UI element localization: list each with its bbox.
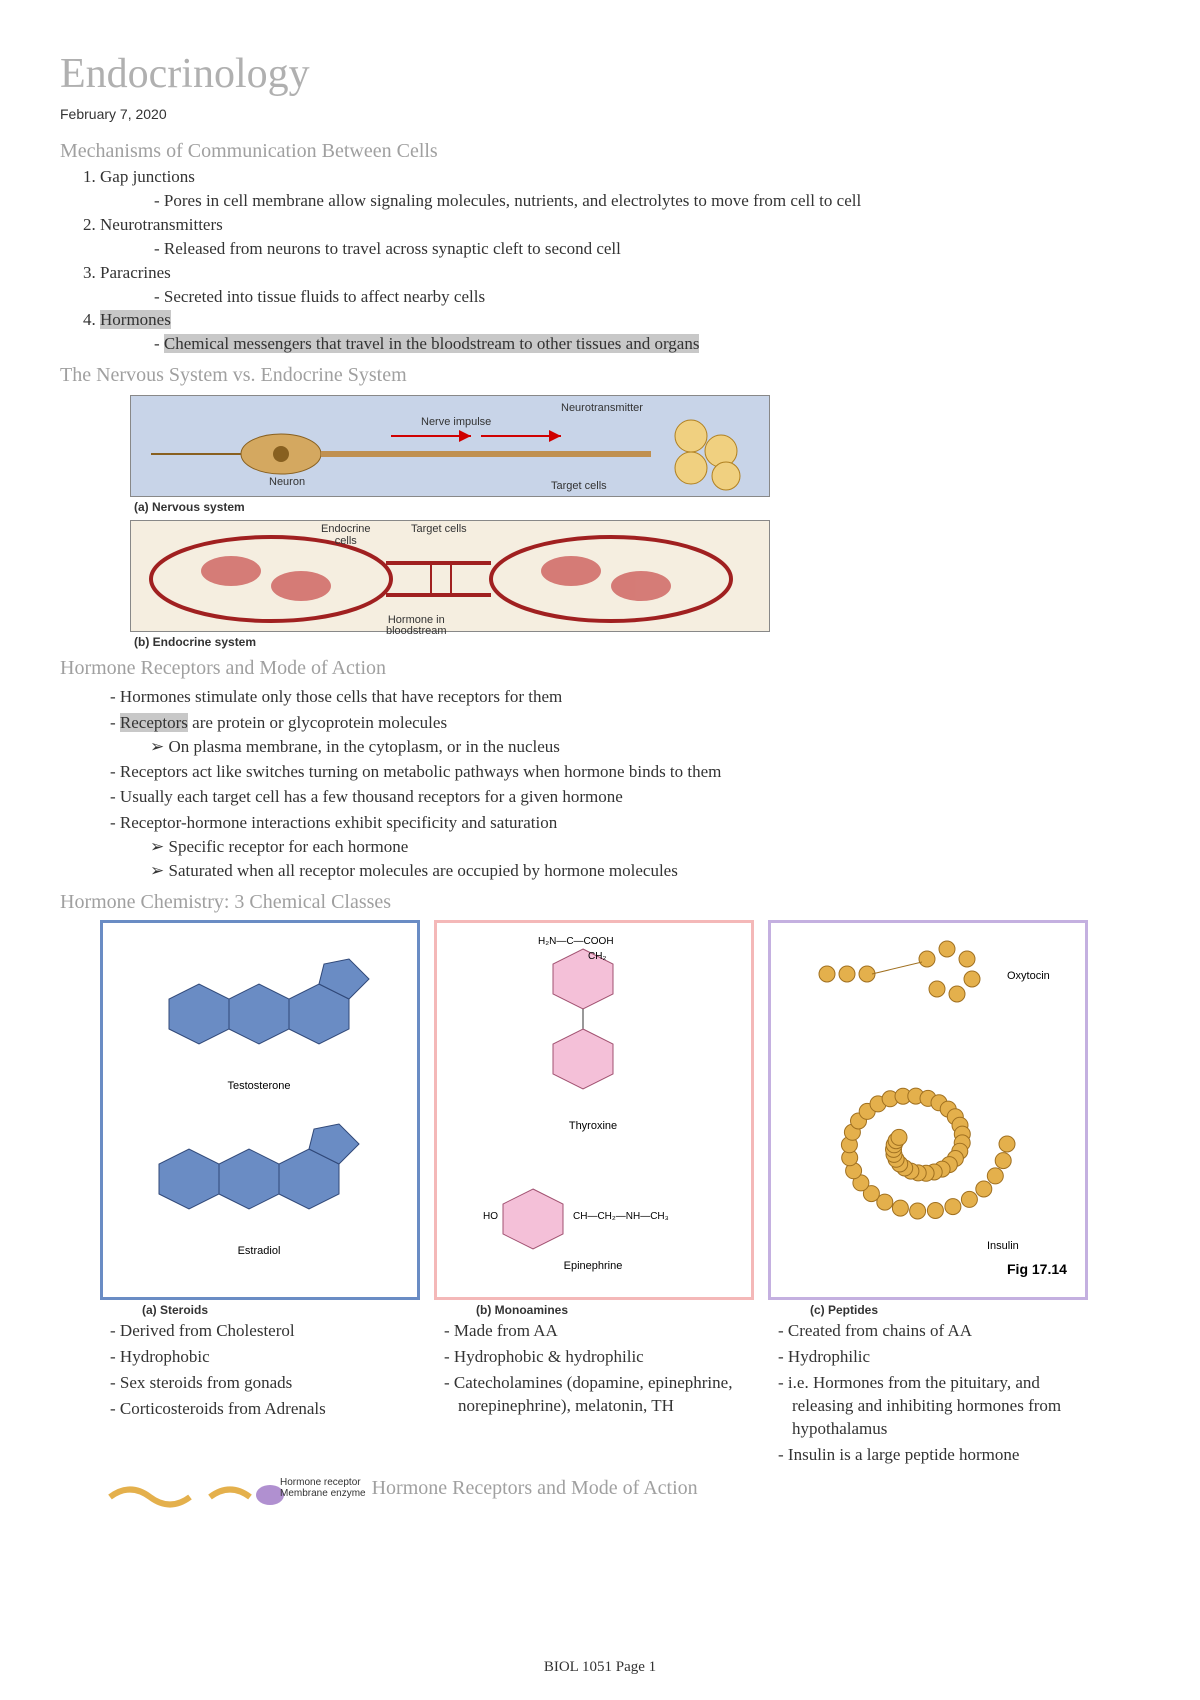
partial-section: Hormone receptor Membrane enzyme Hormone… [100, 1477, 1140, 1517]
svg-text:Thyroxine: Thyroxine [569, 1120, 617, 1132]
svg-text:CH—CH₂—NH—CH₃: CH—CH₂—NH—CH₃ [573, 1211, 669, 1222]
chem-bullet: i.e. Hormones from the pituitary, and re… [778, 1372, 1088, 1441]
peptides-panel: Oxytocin Insulin Fig 17.14 [768, 920, 1088, 1300]
heading-chemistry: Hormone Chemistry: 3 Chemical Classes [60, 891, 1140, 914]
sub-bullet: Specific receptor for each hormone [150, 835, 1140, 859]
list-sub: Released from neurons to travel across s… [154, 237, 1140, 261]
monoamines-caption: (b) Monoamines [476, 1303, 754, 1317]
sub-bullet: Saturated when all receptor molecules ar… [150, 859, 1140, 883]
chem-bullet: Corticosteroids from Adrenals [110, 1398, 420, 1421]
page-title: Endocrinology [60, 50, 1140, 98]
oxytocin-molecule: Oxytocin [777, 929, 1077, 1029]
diagram-caption-b: (b) Endocrine system [134, 635, 770, 649]
heading-mechanisms: Mechanisms of Communication Between Cell… [60, 140, 1140, 163]
thyroxine-molecule: H₂N—C—COOH CH₂ Thyroxine [443, 929, 743, 1159]
monoamines-panel: H₂N—C—COOH CH₂ Thyroxine CH—CH₂—NH—CH₃ H… [434, 920, 754, 1300]
diagram-caption-a: (a) Nervous system [134, 500, 770, 514]
chem-bullet: Hydrophobic [110, 1346, 420, 1369]
svg-text:Insulin: Insulin [987, 1240, 1019, 1252]
chem-bullet: Derived from Cholesterol [110, 1320, 420, 1343]
bullet: Hormones stimulate only those cells that… [110, 684, 1140, 710]
svg-text:Oxytocin: Oxytocin [1007, 970, 1050, 982]
list-item: Gap junctions [100, 167, 1140, 187]
testosterone-molecule: Testosterone [109, 929, 409, 1099]
peptides-caption: (c) Peptides [810, 1303, 1088, 1317]
list-sub: Chemical messengers that travel in the b… [154, 332, 1140, 356]
svg-text:Estradiol: Estradiol [238, 1245, 281, 1257]
chem-bullet: Hydrophobic & hydrophilic [444, 1346, 754, 1369]
page-date: February 7, 2020 [60, 106, 1140, 122]
nervous-endocrine-diagram: Neurotransmitter Nerve impulse Neuron Ta… [130, 395, 770, 649]
steroids-caption: (a) Steroids [142, 1303, 420, 1317]
svg-text:Epinephrine: Epinephrine [564, 1260, 623, 1272]
heading-partial: Hormone Receptors and Mode of Action [372, 1477, 698, 1500]
estradiol-molecule: Estradiol [109, 1104, 409, 1274]
svg-text:CH₂: CH₂ [588, 951, 606, 962]
heading-receptors: Hormone Receptors and Mode of Action [60, 657, 1140, 680]
bullet: Receptors act like switches turning on m… [110, 759, 1140, 785]
receptor-fragment-svg [100, 1477, 300, 1517]
chem-bullet: Hydrophilic [778, 1346, 1088, 1369]
chem-bullet: Sex steroids from gonads [110, 1372, 420, 1395]
svg-text:H₂N—C—COOH: H₂N—C—COOH [538, 936, 614, 947]
epinephrine-molecule: CH—CH₂—NH—CH₃ HO Epinephrine [443, 1164, 743, 1284]
chem-bullet: Made from AA [444, 1320, 754, 1343]
endocrine-svg [131, 521, 769, 631]
heading-nervous: The Nervous System vs. Endocrine System [60, 364, 1140, 387]
bullet: Receptor-hormone interactions exhibit sp… [110, 810, 1140, 836]
neuron-svg [131, 396, 769, 496]
chem-bullet: Catecholamines (dopamine, epinephrine, n… [444, 1372, 754, 1418]
list-item: Neurotransmitters [100, 215, 1140, 235]
chem-bullet: Insulin is a large peptide hormone [778, 1444, 1088, 1467]
mechanisms-list: Gap junctions Pores in cell membrane all… [100, 167, 1140, 356]
chemistry-classes: Testosterone Estradiol (a) Steroids Deri… [100, 920, 1140, 1467]
list-sub: Pores in cell membrane allow signaling m… [154, 189, 1140, 213]
svg-text:Testosterone: Testosterone [228, 1080, 291, 1092]
steroids-panel: Testosterone Estradiol [100, 920, 420, 1300]
list-sub: Secreted into tissue fluids to affect ne… [154, 285, 1140, 309]
list-item: Hormones [100, 310, 1140, 330]
bullet: Usually each target cell has a few thous… [110, 784, 1140, 810]
svg-text:Fig 17.14: Fig 17.14 [1007, 1261, 1067, 1277]
insulin-molecule: Insulin Fig 17.14 [777, 1034, 1077, 1284]
sub-bullet: On plasma membrane, in the cytoplasm, or… [150, 735, 1140, 759]
svg-text:HO: HO [483, 1211, 498, 1222]
bullet: Receptors are protein or glycoprotein mo… [110, 710, 1140, 736]
chem-bullet: Created from chains of AA [778, 1320, 1088, 1343]
page-footer: BIOL 1051 Page 1 [0, 1659, 1200, 1676]
list-item: Paracrines [100, 263, 1140, 283]
